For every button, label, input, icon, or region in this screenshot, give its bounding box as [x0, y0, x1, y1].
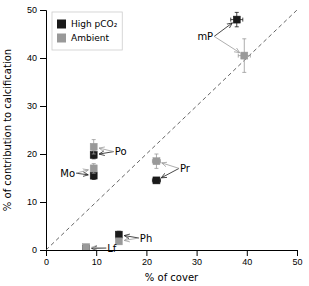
- point: [241, 52, 248, 59]
- legend: High pCO₂ Ambient: [52, 12, 122, 50]
- x-axis-title: % of cover: [145, 272, 199, 283]
- tick: 20: [142, 250, 152, 267]
- legend-swatch: [57, 34, 66, 43]
- tick-mark: [40, 10, 46, 11]
- error-cap: [92, 163, 96, 164]
- legend-label: High pCO₂: [71, 19, 118, 29]
- error-cap: [154, 168, 158, 169]
- tick-mark: [40, 250, 46, 251]
- tick-label: 0: [32, 245, 37, 255]
- tick: 20: [27, 149, 46, 159]
- error-cap: [235, 26, 239, 27]
- tick-label: 30: [27, 101, 37, 111]
- annotation-arrow: [124, 236, 139, 238]
- series: [83, 39, 251, 250]
- annotation: Pr: [180, 163, 191, 174]
- point: [83, 244, 90, 250]
- tick-label: 40: [242, 257, 252, 267]
- annotation-arrow: [92, 247, 107, 249]
- error-cap: [242, 72, 246, 73]
- chart: 0 10 20 30 40 50 0 10 20 30 40 50 % of cover % of con…: [0, 0, 309, 286]
- error-cap: [92, 154, 96, 155]
- tick-mark: [40, 106, 46, 107]
- y-axis-title: % of contribution to calcification: [2, 49, 13, 211]
- tick-label: 30: [192, 257, 202, 267]
- annotation: Ph: [140, 233, 152, 244]
- plot-area: [46, 10, 297, 250]
- error-cap: [154, 154, 158, 155]
- annotation-arrow: [76, 173, 88, 175]
- error-cap: [92, 139, 96, 140]
- legend-frame: [52, 12, 122, 50]
- annotation: Mo: [60, 168, 75, 179]
- tick: 10: [27, 197, 46, 207]
- annotation: Lf: [107, 243, 117, 254]
- tick: 0: [32, 245, 46, 255]
- tick-label: 20: [27, 149, 37, 159]
- annotations: mP Po Mo Pr Ph Lf: [60, 31, 213, 254]
- annotation-arrow: [124, 238, 139, 240]
- tick-label: 50: [292, 257, 302, 267]
- tick: 0: [44, 250, 49, 267]
- annotation-arrow: [214, 23, 232, 37]
- tick: 10: [92, 250, 102, 267]
- point: [90, 165, 97, 172]
- point: [90, 172, 97, 179]
- legend-swatch: [57, 20, 66, 29]
- annotation: Po: [115, 146, 127, 157]
- point: [153, 177, 160, 184]
- tick-mark: [197, 250, 198, 256]
- annotation-arrow: [161, 168, 179, 177]
- tick-label: 20: [142, 257, 152, 267]
- error-cap: [242, 18, 243, 22]
- tick-mark: [96, 250, 97, 256]
- point: [90, 143, 97, 150]
- tick-label: 10: [92, 257, 102, 267]
- point: [115, 231, 122, 238]
- annotation-arrow: [99, 148, 114, 152]
- error-cap: [230, 18, 231, 22]
- tick-label: 40: [27, 53, 37, 63]
- annotation-arrow: [162, 163, 179, 169]
- annotation-arrow: [92, 248, 107, 249]
- tick-mark: [146, 250, 147, 256]
- error-cap: [242, 38, 246, 39]
- tick-label: 50: [27, 5, 37, 15]
- tick: 30: [192, 250, 202, 267]
- error-cap: [250, 54, 251, 58]
- annotation-arrow: [214, 36, 239, 52]
- legend-item: Ambient: [57, 33, 109, 43]
- axis-line: [47, 251, 298, 257]
- tick-mark: [40, 58, 46, 59]
- point: [233, 16, 240, 23]
- tick: 50: [27, 5, 46, 15]
- legend-item: High pCO₂: [57, 19, 118, 29]
- error-cap: [238, 54, 239, 58]
- annotation-arrow: [76, 170, 88, 173]
- axis-line: [40, 11, 47, 251]
- tick-mark: [247, 250, 248, 256]
- legend-label: Ambient: [71, 33, 109, 43]
- tick-mark: [297, 250, 298, 256]
- annotation: mP: [197, 31, 213, 42]
- x-axis: 0 10 20 30 40 50: [44, 250, 303, 267]
- identity-line: [46, 10, 297, 250]
- error-cap: [235, 12, 239, 13]
- tick-label: 10: [27, 197, 37, 207]
- annotation-arrows: [76, 23, 240, 249]
- tick: 40: [27, 53, 46, 63]
- tick: 50: [292, 250, 302, 267]
- annotation-arrow: [99, 152, 114, 154]
- point: [153, 158, 160, 165]
- y-axis: 0 10 20 30 40 50: [27, 5, 47, 255]
- tick-label: 0: [44, 257, 49, 267]
- tick: 40: [242, 250, 252, 267]
- error-cap: [92, 173, 96, 174]
- tick-mark: [40, 202, 46, 203]
- tick: 30: [27, 101, 46, 111]
- tick-mark: [40, 154, 46, 155]
